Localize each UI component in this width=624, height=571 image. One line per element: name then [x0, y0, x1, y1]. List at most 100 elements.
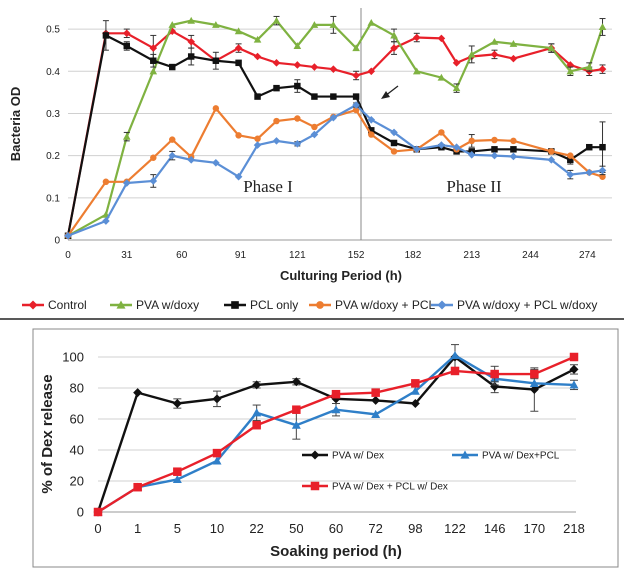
series-line	[67, 103, 603, 237]
x-tick-label: 218	[563, 521, 585, 536]
data-point	[566, 67, 575, 75]
data-point	[133, 388, 143, 398]
data-point	[586, 143, 593, 151]
data-point	[235, 59, 242, 67]
y-tick-label: 100	[62, 350, 84, 365]
data-point	[585, 63, 594, 71]
data-point	[529, 385, 539, 395]
data-point	[169, 63, 176, 71]
data-point	[390, 31, 398, 39]
legend-marker	[28, 300, 38, 310]
data-point	[102, 217, 110, 225]
data-point	[352, 101, 360, 109]
data-point	[566, 170, 575, 179]
data-point	[437, 34, 446, 43]
data-point	[168, 151, 177, 160]
data-point	[253, 35, 262, 43]
data-point	[367, 115, 376, 124]
data-point	[352, 71, 360, 80]
x-tick-label: 98	[408, 521, 422, 536]
data-point	[102, 178, 110, 186]
data-point	[569, 352, 579, 362]
x-tick-label: 182	[405, 250, 422, 261]
data-point	[122, 29, 131, 38]
legend-label: PVA w/ Dex+PCL	[482, 451, 560, 462]
chart-top-y-axis-label: Bacteria OD	[8, 87, 23, 161]
data-point	[412, 33, 421, 42]
phase-2-label: Phase II	[446, 177, 502, 196]
data-point	[293, 140, 302, 148]
x-tick-label: 5	[174, 521, 181, 536]
x-tick-label: 122	[444, 521, 466, 536]
chart-top-legend: Control PVA w/doxy PCL only PVA w/doxy + PC…	[22, 298, 597, 312]
data-point	[329, 21, 338, 28]
data-point	[569, 364, 579, 374]
data-point	[187, 53, 195, 60]
data-point	[149, 44, 158, 52]
data-point	[291, 420, 301, 429]
x-tick-label: 31	[121, 250, 133, 261]
data-point	[412, 67, 421, 75]
data-point	[234, 44, 243, 52]
data-point	[212, 21, 220, 28]
data-point	[371, 409, 381, 418]
data-point	[329, 113, 338, 122]
data-point	[390, 128, 398, 137]
data-point	[368, 131, 375, 138]
x-tick-label: 72	[368, 521, 382, 536]
data-point	[367, 67, 376, 76]
data-point	[234, 172, 243, 181]
data-point	[187, 37, 196, 46]
y-tick-label: 0	[77, 505, 84, 520]
data-point	[452, 84, 461, 92]
data-point	[234, 27, 243, 35]
data-point	[390, 44, 398, 52]
x-tick-label: 0	[94, 521, 101, 536]
data-point	[410, 386, 420, 395]
data-point	[292, 405, 301, 414]
data-point	[410, 399, 420, 408]
data-point	[547, 44, 556, 52]
data-point	[273, 117, 280, 125]
data-point	[352, 93, 360, 100]
data-point	[567, 152, 574, 159]
data-point	[93, 507, 103, 517]
x-tick-label: 244	[522, 250, 539, 261]
data-point	[272, 59, 281, 67]
data-point	[490, 151, 499, 160]
data-point	[598, 23, 607, 31]
arrow-annotation-icon	[381, 85, 399, 99]
legend-label: PVA w/ Dex + PCL w/ Dex	[332, 482, 448, 493]
data-point	[438, 129, 445, 136]
data-point	[352, 106, 360, 114]
data-point	[212, 448, 222, 458]
data-point	[150, 154, 157, 161]
data-point	[294, 82, 301, 90]
data-point	[331, 405, 341, 414]
data-point	[310, 63, 319, 71]
data-point	[172, 474, 182, 484]
data-point	[293, 61, 302, 69]
legend-marker	[460, 450, 470, 459]
x-tick-label: 152	[348, 250, 365, 261]
data-point	[467, 50, 476, 58]
legend-marker	[116, 300, 126, 309]
data-point	[599, 143, 606, 151]
data-point	[253, 52, 262, 61]
data-point	[187, 16, 196, 24]
legend-marker	[437, 300, 447, 310]
data-point	[510, 137, 517, 145]
legend-marker	[231, 301, 239, 309]
data-point	[122, 132, 131, 140]
legend-label: PVA w/ Dex	[332, 451, 384, 462]
data-point	[311, 93, 318, 100]
data-point	[547, 156, 556, 164]
x-tick-label: 91	[235, 250, 247, 261]
data-point	[367, 18, 376, 26]
data-point	[235, 132, 242, 139]
data-point	[310, 130, 319, 139]
chart-bottom-tick-labels: 0 20 40 60 80 100 0 1 5 10 22 50 60 72 98 122 146 170 218	[62, 350, 585, 537]
data-point	[468, 137, 475, 145]
data-point	[331, 389, 341, 399]
